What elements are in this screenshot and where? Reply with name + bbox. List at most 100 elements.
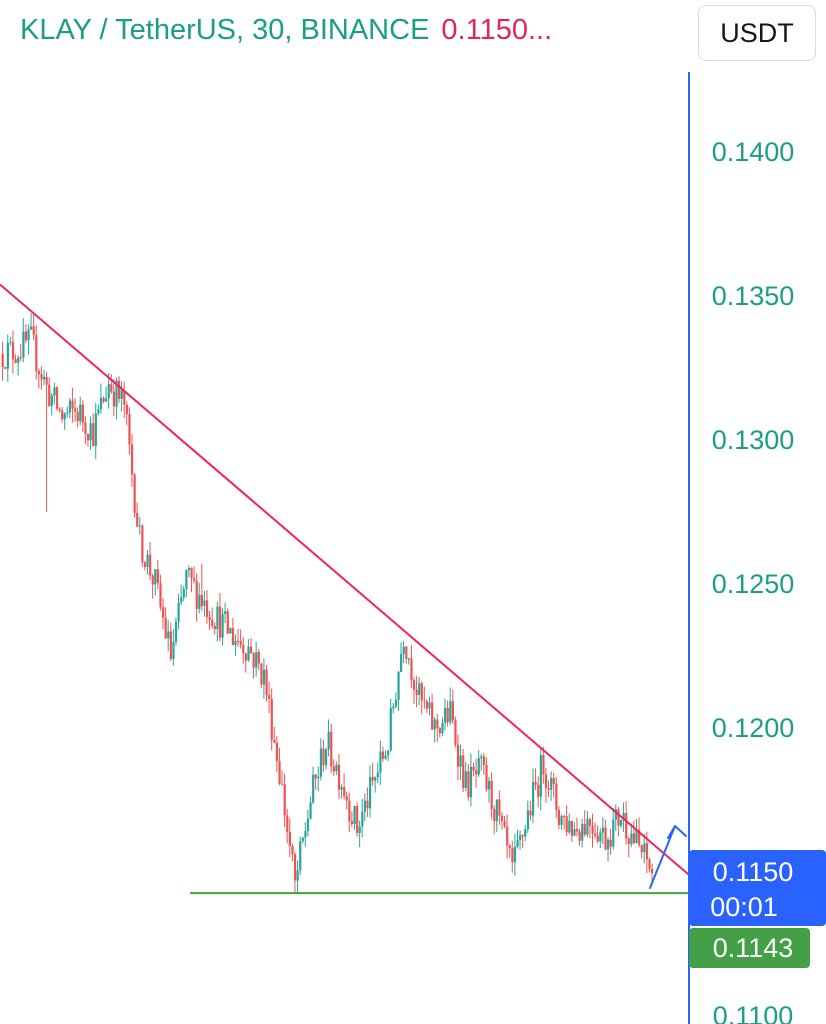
currency-button[interactable]: USDT: [698, 5, 816, 61]
candle-body: [573, 829, 576, 836]
candle-body: [224, 611, 227, 614]
candle-body: [387, 750, 390, 756]
candle-body: [4, 367, 7, 369]
candle-body: [187, 568, 191, 571]
candle-body: [182, 588, 185, 598]
candle-body: [379, 751, 382, 773]
candle-body: [511, 848, 514, 863]
candle-body: [475, 770, 478, 775]
candle-body: [594, 833, 597, 836]
candle-body: [270, 698, 273, 740]
candle-body: [438, 728, 442, 734]
candle-body: [612, 819, 615, 847]
candle-body: [239, 641, 242, 645]
bar-countdown: 00:01: [710, 892, 778, 922]
candle-body: [327, 731, 330, 750]
candle-body: [278, 760, 281, 784]
candle-body: [617, 809, 620, 826]
candle-body: [345, 796, 348, 801]
candle-body: [48, 384, 51, 406]
candle-body: [283, 784, 286, 816]
candle-body: [444, 707, 447, 723]
candle-body: [498, 799, 501, 816]
candle-body: [154, 569, 157, 585]
candle-body: [309, 802, 312, 819]
descending-trendline[interactable]: [0, 283, 690, 876]
candle-body: [340, 787, 343, 790]
candle-body: [477, 758, 480, 775]
candle-body: [244, 653, 247, 661]
candle-body: [281, 783, 284, 785]
candle-body: [105, 398, 108, 402]
candle-body: [627, 838, 630, 845]
candle-body: [42, 376, 46, 380]
candle-body: [138, 525, 141, 527]
candle-body: [99, 397, 103, 410]
candle-body: [560, 816, 563, 825]
candle-body: [563, 816, 566, 818]
candle-body: [503, 821, 506, 827]
candle-body: [325, 749, 328, 766]
support-price-label: 0.1143: [713, 933, 794, 963]
candle-body: [356, 805, 359, 834]
candle-body: [529, 810, 532, 816]
candle-body: [27, 329, 30, 341]
candle-body: [495, 799, 498, 822]
price-axis[interactable]: 0.1400 0.1350 0.1300 0.1250 0.1200 0.1100: [712, 137, 795, 1024]
candle-body: [394, 699, 398, 707]
candle-body: [22, 331, 25, 358]
candle-body: [425, 701, 429, 709]
candle-body: [198, 594, 201, 609]
candle-body: [397, 671, 400, 700]
candle-body: [304, 831, 307, 838]
candle-body: [63, 413, 66, 420]
candle-body: [449, 701, 452, 723]
candle-body: [436, 719, 439, 729]
candle-body: [363, 800, 367, 812]
candle-body: [128, 414, 131, 445]
candle-body: [552, 778, 555, 785]
support-price-tag: 0.1143: [689, 928, 810, 968]
candle-body: [418, 683, 421, 695]
candle-body: [456, 744, 460, 767]
candle-body: [17, 357, 20, 363]
candle-body: [61, 410, 64, 420]
candle-body: [136, 512, 139, 527]
candle-body: [588, 819, 592, 826]
candle-body: [30, 326, 33, 330]
candle-body: [177, 602, 180, 622]
candle-body: [252, 653, 255, 668]
candle-body: [312, 774, 315, 803]
candle-body: [645, 843, 649, 860]
candle-body: [607, 839, 610, 850]
candle-body: [358, 826, 361, 834]
candle-body: [508, 845, 511, 849]
candle-body: [374, 777, 377, 781]
candle-body: [92, 423, 95, 446]
candle-body: [205, 600, 209, 617]
candle-body: [203, 600, 206, 606]
candle-body: [586, 819, 589, 835]
candle-body: [485, 764, 488, 790]
candle-body: [35, 335, 38, 372]
candle-body: [451, 701, 454, 721]
candle-body: [74, 408, 77, 412]
candle-body: [306, 818, 310, 832]
candle-body: [446, 707, 449, 723]
chart-header: KLAY / TetherUS, 30, BINANCE 0.1150...: [20, 14, 552, 47]
candle-body: [296, 870, 299, 881]
candle-body: [420, 683, 423, 701]
candle-body: [156, 569, 160, 584]
candle-body: [94, 413, 97, 446]
candle-body: [301, 837, 304, 842]
candle-body: [288, 831, 291, 846]
candle-body: [143, 562, 147, 567]
candle-body: [599, 832, 602, 842]
candle-body: [319, 748, 323, 777]
candle-body: [506, 826, 509, 846]
candle-body: [531, 782, 535, 816]
candle-body: [141, 525, 144, 563]
last-price-tag: 0.1150 00:01: [689, 850, 826, 926]
candle-body: [53, 387, 56, 396]
